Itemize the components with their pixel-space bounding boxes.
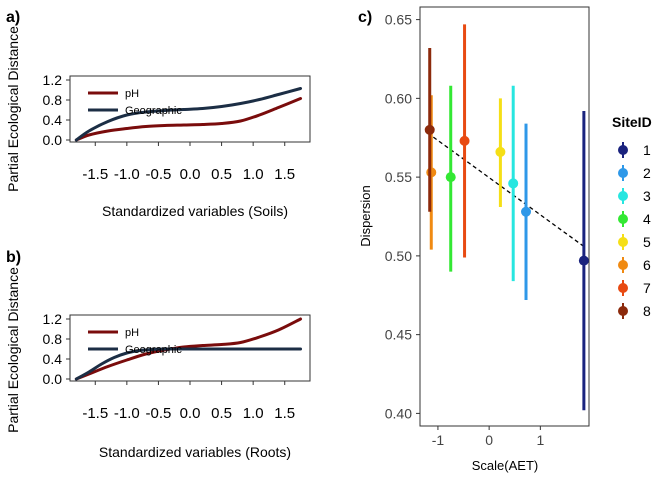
point-site-4 [445,172,456,183]
x-axis-label: Scale(AET) [472,458,538,473]
legend-label-site-1: 1 [643,142,651,158]
legend-key-site-2 [618,168,628,178]
y-tick-label: 0.0 [43,371,63,387]
x-tick-label: 0.5 [211,166,232,183]
plot-border [419,6,590,427]
legend-key-site-8 [618,306,628,316]
x-axis-label: Standardized variables (Roots) [99,444,291,460]
chart-panel-c: -1 0 1 0.40 0.45 0.50 0.55 0.60 0.65 Scale(AET)… [358,6,652,473]
legend-title: SiteID [612,114,652,130]
x-tick-label: 0 [485,432,493,448]
legend-label-site-2: 2 [643,165,651,181]
legend-label-site-5: 5 [643,234,651,250]
point-site-2 [521,206,532,217]
x-tick-label: 1 [536,432,544,448]
x-tick-label: 0.0 [180,166,201,183]
series-line-geographic [74,87,303,142]
y-tick-label: 0.50 [385,248,412,264]
legend-label-geographic: Geographic [125,344,182,356]
panel-label-a: a) [6,9,20,26]
y-axis-label: Partial Ecological Distance [5,26,21,192]
legend: SiteID 1 2 3 4 5 6 7 8 [612,114,652,319]
y-axis-label: Dispersion [358,185,373,246]
x-tick-label: -1.5 [82,405,108,422]
x-tick-label: -1.5 [82,166,108,183]
x-tick-label: 0.5 [211,405,232,422]
point-site-7 [459,135,470,146]
y-tick-label: 0.8 [43,331,63,347]
panel-label-c: c) [358,9,372,26]
x-tick-label: 1.5 [274,405,295,422]
legend-label-site-4: 4 [643,211,651,227]
legend-label-geographic: Geographic [125,105,182,117]
point-site-6 [426,167,437,178]
point-site-5 [495,146,506,157]
panel-label-b: b) [6,249,21,266]
series-line-ph [74,317,303,381]
y-tick-label: 1.2 [43,72,63,88]
x-tick-label: -1.0 [114,166,140,183]
y-tick-label: 0.0 [43,132,63,148]
legend-label-ph: pH [125,327,139,339]
x-tick-label: -0.5 [145,405,171,422]
y-tick-label: 0.55 [385,169,412,185]
legend-label-ph: pH [125,88,139,100]
legend-label-site-8: 8 [643,303,651,319]
y-tick-label: 0.60 [385,90,412,106]
x-axis-label: Standardized variables (Soils) [102,203,288,219]
legend-key-site-5 [618,237,628,247]
series-line-geographic [74,347,303,381]
legend-key-site-1 [618,145,628,155]
x-tick-label: -0.5 [145,166,171,183]
x-tick-label: 1.0 [243,166,264,183]
y-tick-label: 0.45 [385,327,412,343]
series-line-ph [74,97,303,142]
x-tick-label: 1.5 [274,166,295,183]
legend-label-site-7: 7 [643,280,651,296]
legend-label-site-3: 3 [643,188,651,204]
legend: pH Geographic [88,88,182,117]
legend-key-site-6 [618,260,628,270]
y-tick-label: 0.8 [43,92,63,108]
y-tick-label: 0.40 [385,405,412,421]
x-tick-label: -1.0 [114,405,140,422]
point-site-1 [578,255,589,266]
chart-panel-b: -1.5 -1.0 -0.5 0.0 0.5 1.0 1.5 0.0 0.4 0.8 1.2 pH… [5,267,311,460]
y-axis-label: Partial Ecological Distance [5,267,21,433]
y-tick-label: 0.4 [43,351,63,367]
legend: pH Geographic [88,327,182,356]
y-tick-label: 0.65 [385,12,412,28]
y-tick-label: 0.4 [43,112,63,128]
legend-key-site-3 [618,191,628,201]
chart-panel-a: -1.5 -1.0 -0.5 0.0 0.5 1.0 1.5 0.0 0.4 0.8 1.2 pH… [5,26,311,219]
legend-key-site-7 [618,283,628,293]
x-tick-label: 1.0 [243,405,264,422]
point-site-3 [508,178,519,189]
legend-label-site-6: 6 [643,257,651,273]
legend-key-site-4 [618,214,628,224]
x-tick-label: -1 [432,432,445,448]
y-tick-label: 1.2 [43,311,63,327]
x-tick-label: 0.0 [180,405,201,422]
point-site-8 [424,124,435,135]
